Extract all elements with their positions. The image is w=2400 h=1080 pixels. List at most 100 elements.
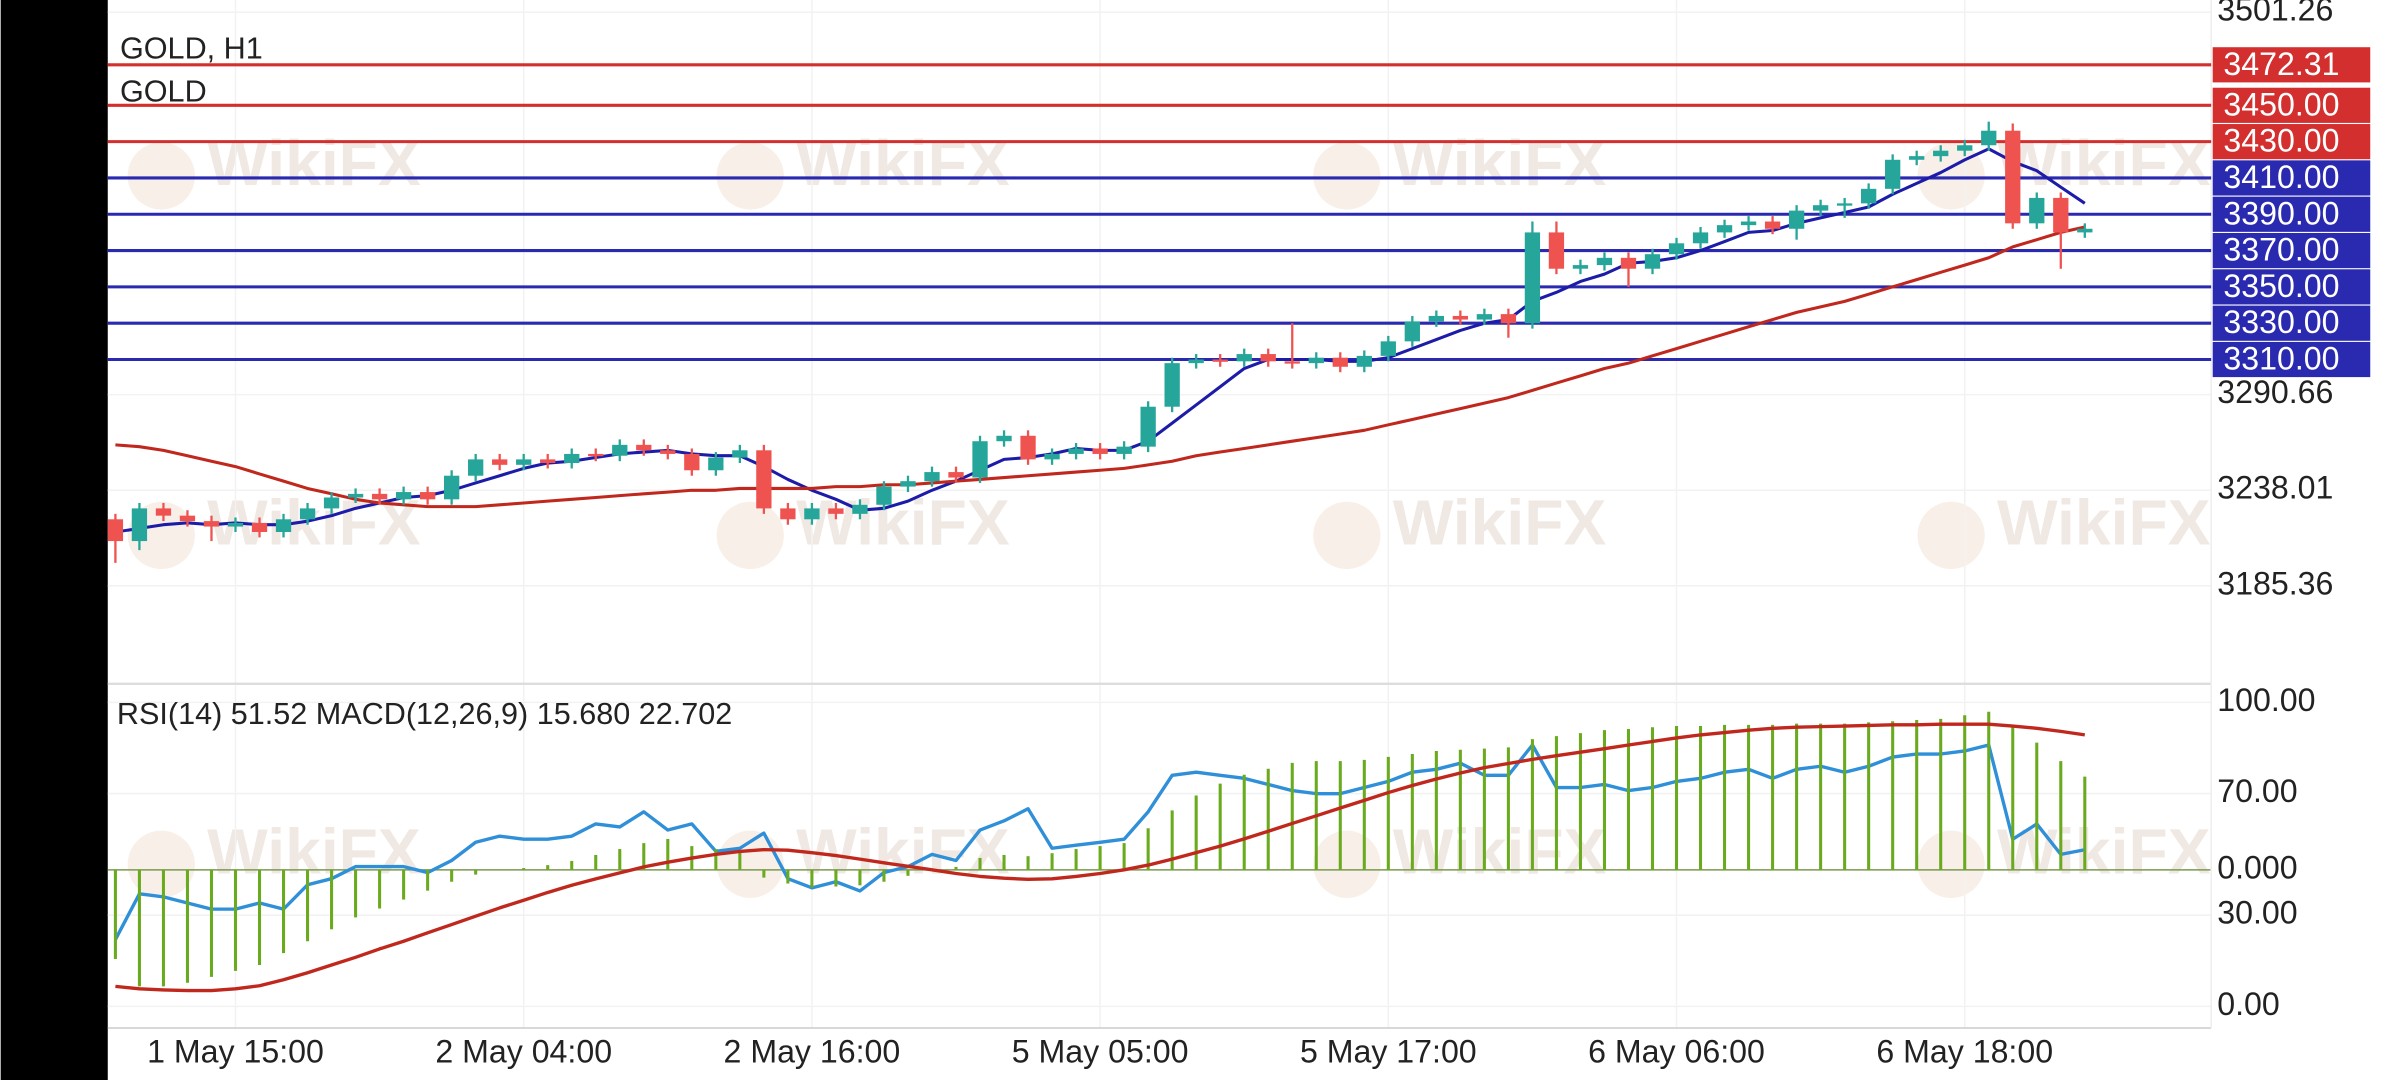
candle-body xyxy=(107,519,124,542)
candle-body xyxy=(1548,232,1565,269)
candle-body xyxy=(2029,197,2045,224)
watermark-logo xyxy=(1313,501,1381,570)
candle-body xyxy=(1981,130,1997,146)
candle-body xyxy=(1620,257,1637,269)
candle-body xyxy=(1308,357,1324,364)
candle-body xyxy=(852,504,868,514)
x-tick-label: 1 May 15:00 xyxy=(147,1033,324,1069)
level-tag xyxy=(2212,305,2371,341)
candle-body xyxy=(1332,357,1348,367)
candle-body xyxy=(1260,354,1276,362)
y-tick-label: 0.00 xyxy=(2217,986,2280,1022)
level-tag xyxy=(2212,124,2371,160)
candle-body xyxy=(203,521,220,527)
candle-body xyxy=(1116,446,1132,454)
x-tick-label: 5 May 17:00 xyxy=(1300,1033,1477,1069)
y-tick-label: 3238.01 xyxy=(2217,470,2333,506)
watermark: WikiFX xyxy=(207,127,421,199)
candle-body xyxy=(323,497,340,509)
level-label: 3390.00 xyxy=(2223,195,2339,231)
candle-body xyxy=(900,481,916,487)
candle-body xyxy=(1020,435,1036,460)
watermark: WikiFX xyxy=(1393,816,1607,888)
candle-body xyxy=(684,453,700,471)
watermark: WikiFX xyxy=(796,127,1010,199)
candle-body xyxy=(948,472,964,478)
y-tick-label: 3501.26 xyxy=(2217,0,2333,28)
candle-body xyxy=(756,450,772,509)
candle-body xyxy=(876,486,892,505)
candle-body xyxy=(492,459,508,465)
chart-subtitle: GOLD xyxy=(120,74,207,108)
candle-body xyxy=(1212,359,1228,362)
chart-title: GOLD, H1 xyxy=(120,32,263,66)
candle-body xyxy=(227,522,244,527)
level-tag xyxy=(2212,196,2371,232)
candle-body xyxy=(1572,265,1589,269)
candle-body xyxy=(1861,188,1877,204)
candle-body xyxy=(1188,359,1204,364)
level-label: 3330.00 xyxy=(2223,304,2339,340)
candle-body xyxy=(516,459,532,465)
candle-body xyxy=(1692,232,1709,244)
x-tick-label: 6 May 06:00 xyxy=(1588,1033,1765,1069)
candle-body xyxy=(1740,221,1757,226)
candle-body xyxy=(155,508,172,516)
line xyxy=(115,225,2086,509)
candle-body xyxy=(1836,203,1853,206)
candle-body xyxy=(612,444,628,456)
candle-body xyxy=(395,492,412,500)
watermark-logo xyxy=(1917,501,1985,570)
indicator-legend: RSI(14) 51.52 MACD(12,26,9) 15.680 22.70… xyxy=(117,697,732,731)
candle-body xyxy=(588,453,604,457)
x-tick-label: 5 May 05:00 xyxy=(1012,1033,1189,1069)
candle-body xyxy=(1812,205,1829,211)
candle-body xyxy=(1885,159,1901,189)
candle-body xyxy=(924,472,940,482)
candle-body xyxy=(1068,448,1084,454)
candle-body xyxy=(1428,315,1444,322)
candle-body xyxy=(1452,315,1469,320)
line xyxy=(113,743,2086,941)
candle-body xyxy=(1164,363,1180,407)
candle-body xyxy=(299,508,316,520)
labels: 3501.26 3290.66 3238.01 3185.36 1 May 15:00 2… xyxy=(147,0,2371,1069)
watermark-logo xyxy=(716,142,784,210)
left-bezel xyxy=(0,0,108,1080)
y-tick-label: 3185.36 xyxy=(2217,565,2333,601)
watermark: WikiFX xyxy=(1997,487,2211,559)
candle-body xyxy=(804,508,820,520)
candle-body xyxy=(1356,355,1372,367)
candle-body xyxy=(347,493,364,498)
candle-body xyxy=(1404,321,1420,342)
watermark: WikiFX xyxy=(1997,127,2211,199)
watermark-logo xyxy=(1313,830,1381,898)
candle-body xyxy=(1788,210,1805,229)
candle-body xyxy=(419,492,436,500)
candle-body xyxy=(275,519,292,533)
candle-body xyxy=(371,493,388,500)
watermark: WikiFX xyxy=(1997,816,2211,888)
candle-body xyxy=(131,508,148,542)
candle-body xyxy=(2053,197,2069,233)
watermark: WikiFX xyxy=(1393,127,1607,199)
candle-body xyxy=(660,450,676,454)
candle-body xyxy=(1764,221,1781,229)
candle-body xyxy=(636,444,652,451)
level-label: 3310.00 xyxy=(2223,341,2339,377)
candle-body xyxy=(780,508,796,520)
candle-body xyxy=(1644,254,1661,269)
level-tag xyxy=(2212,341,2371,378)
level-tag xyxy=(2212,87,2371,123)
candle-body xyxy=(251,522,268,533)
y2-tick-label: 0.000 xyxy=(2217,849,2297,885)
candle-body xyxy=(1044,453,1060,460)
watermark: WikiFX xyxy=(1393,487,1607,559)
watermark-logo xyxy=(1313,142,1381,210)
candle-body xyxy=(828,508,844,514)
candle-body xyxy=(468,459,484,476)
watermark-logo xyxy=(1917,142,1985,210)
